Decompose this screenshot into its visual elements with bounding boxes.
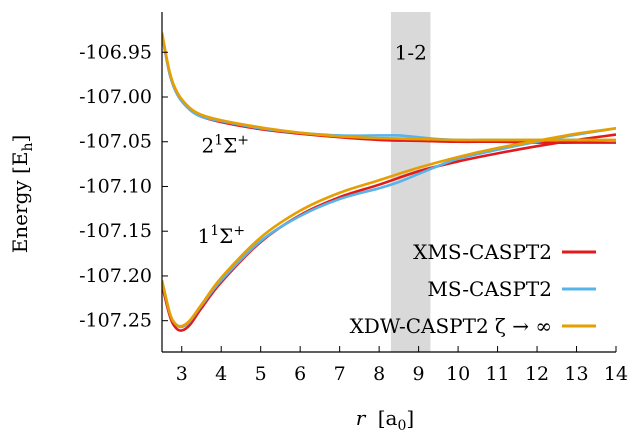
series-3-state2-line bbox=[162, 32, 616, 142]
x-tick-label: 7 bbox=[334, 363, 346, 385]
y-axis-label-main: Energy [E bbox=[8, 152, 32, 254]
ticks: 3 4 5 6 7 8 9 10 11 12 13 14 -106.95 -107.00 -107.05 -1… bbox=[79, 41, 628, 385]
y-tick-label: -107.25 bbox=[79, 310, 152, 332]
y-axis-label-close: ] bbox=[8, 135, 32, 143]
y-tick-label: -107.10 bbox=[79, 175, 152, 197]
x-tick-label: 10 bbox=[446, 363, 470, 385]
x-axis-unit-sub: 0 bbox=[397, 418, 406, 434]
x-tick-label: 13 bbox=[564, 363, 588, 385]
axes bbox=[161, 12, 616, 353]
y-axis-label-sub: h bbox=[20, 143, 36, 152]
state-label-2: 11Σ+ bbox=[198, 223, 246, 248]
y-tick-label: -107.00 bbox=[79, 86, 152, 108]
x-axis-label: r [a0] bbox=[356, 406, 414, 434]
legend-label-1: XMS-CASPT2 bbox=[413, 240, 552, 264]
y-tick-label: -107.20 bbox=[79, 265, 152, 287]
series-1-state2-line bbox=[162, 34, 616, 144]
x-tick-label: 14 bbox=[604, 363, 628, 385]
x-tick-label: 8 bbox=[373, 363, 385, 385]
legend: XMS-CASPT2 MS-CASPT2 XDW-CASPT2 ζ → ∞ bbox=[350, 240, 596, 338]
series-3-state1-line bbox=[162, 127, 616, 328]
x-tick-label: 11 bbox=[485, 363, 509, 385]
x-tick-label: 12 bbox=[525, 363, 549, 385]
state-label-1: 21Σ+ bbox=[201, 132, 249, 157]
x-axis-unit-close: ] bbox=[406, 406, 414, 430]
x-tick-label: 5 bbox=[255, 363, 267, 385]
y-tick-label: -106.95 bbox=[79, 41, 152, 63]
y-tick-label: -107.15 bbox=[79, 220, 152, 242]
x-tick-label: 6 bbox=[294, 363, 306, 385]
state-annotations: 21Σ+ 11Σ+ bbox=[198, 132, 249, 247]
x-axis-var: r bbox=[356, 406, 367, 430]
x-tick-label: 9 bbox=[413, 363, 425, 385]
legend-label-3: XDW-CASPT2 ζ → ∞ bbox=[350, 314, 552, 338]
x-tick-label: 4 bbox=[215, 363, 227, 385]
series-layer bbox=[162, 32, 616, 332]
x-axis-unit: [a bbox=[378, 406, 398, 430]
y-axis-label: Energy [Eh] bbox=[8, 135, 36, 254]
legend-label-2: MS-CASPT2 bbox=[427, 277, 552, 301]
shaded-region-label: 1-2 bbox=[395, 40, 427, 64]
y-tick-label: -107.05 bbox=[79, 131, 152, 153]
x-tick-label: 3 bbox=[176, 363, 188, 385]
